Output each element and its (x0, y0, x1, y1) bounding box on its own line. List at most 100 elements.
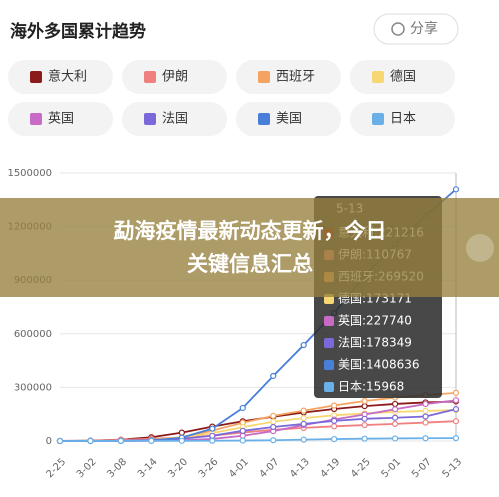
legend-label: 日本 (390, 112, 416, 127)
point (270, 372, 277, 380)
point (56, 437, 64, 445)
side-button[interactable] (466, 234, 494, 262)
banner-text: 关键信息汇总 (187, 252, 313, 276)
tooltip-swatch (324, 360, 334, 370)
legend-label: 法国 (162, 112, 188, 127)
point (209, 432, 216, 439)
legend-item[interactable] (236, 102, 341, 136)
series-line (59, 420, 457, 442)
legend-item[interactable] (350, 102, 455, 136)
x-tick-label: 4-25 (349, 456, 373, 480)
point (422, 407, 429, 415)
point (270, 423, 277, 431)
x-tick-label: 3-14 (136, 456, 160, 480)
x-tick-label: 5-01 (379, 456, 403, 480)
point (239, 437, 246, 444)
legend-item[interactable] (122, 60, 227, 94)
tooltip-item: 日本:15968 (338, 380, 404, 394)
x-tick-label: 3-08 (105, 456, 129, 480)
point (300, 420, 307, 428)
tooltip-item: 英国:227740 (338, 314, 412, 328)
y-tick-label: 300000 (14, 382, 52, 393)
share-icon (391, 22, 405, 36)
point (239, 404, 246, 412)
point (422, 435, 429, 442)
point (422, 413, 429, 420)
tooltip-item: 法国:178349 (338, 336, 412, 350)
point (300, 436, 307, 443)
point (331, 423, 338, 430)
legend-swatch (144, 71, 156, 83)
point (361, 397, 368, 405)
x-tick-label: 4-19 (319, 456, 343, 480)
x-tick-label: 4-07 (258, 456, 282, 480)
point (452, 418, 460, 425)
x-tick-label: 2-25 (44, 456, 68, 480)
point (422, 419, 429, 426)
legend-label: 伊朗 (162, 70, 188, 85)
legend-swatch (372, 113, 384, 125)
banner-text: 勐海疫情最新动态更新，今日 (114, 219, 387, 243)
point (178, 437, 185, 444)
point (117, 437, 125, 445)
point (391, 435, 399, 442)
point (300, 341, 307, 349)
legend-swatch (30, 71, 42, 83)
point (300, 415, 307, 422)
share-label: 分享 (410, 20, 438, 37)
legend-item[interactable] (8, 102, 113, 136)
point (331, 435, 338, 443)
point (331, 417, 338, 424)
point (452, 389, 460, 396)
title: 海外多国累计趋势 (10, 21, 146, 42)
tooltip-swatch (324, 382, 334, 392)
x-tick-label: 5-13 (440, 456, 464, 480)
point (361, 435, 368, 442)
point (270, 412, 277, 419)
share-button[interactable] (373, 13, 459, 45)
legend-item[interactable] (350, 60, 455, 94)
point (391, 406, 399, 413)
legend-label: 西班牙 (276, 70, 315, 85)
legend-swatch (30, 113, 42, 125)
point (452, 435, 460, 442)
point (391, 420, 399, 428)
legend-item[interactable] (236, 60, 341, 94)
banner (0, 198, 499, 297)
y-tick-label: 0 (46, 436, 52, 447)
point (209, 425, 216, 432)
legend-item[interactable] (122, 102, 227, 136)
tooltip-swatch (324, 316, 334, 326)
x-tick-label: 3-02 (75, 456, 99, 480)
point (148, 437, 155, 444)
point (361, 421, 368, 429)
y-tick-label: 600000 (14, 329, 52, 340)
point (422, 400, 429, 408)
tooltip-swatch (324, 338, 334, 348)
tooltip-item: 美国:1408636 (338, 358, 420, 372)
point (209, 437, 216, 444)
point (87, 437, 94, 445)
point (239, 427, 246, 434)
series-line (59, 437, 457, 442)
x-tick-label: 5-07 (410, 456, 434, 480)
legend-item[interactable] (8, 60, 113, 94)
legend-swatch (372, 71, 384, 83)
x-tick-label: 4-01 (227, 456, 251, 480)
legend-swatch (258, 71, 270, 83)
point (391, 400, 399, 408)
x-tick-label: 3-20 (166, 456, 190, 480)
legend-swatch (144, 113, 156, 125)
point (331, 402, 338, 409)
legend-label: 英国 (48, 112, 74, 127)
point (452, 186, 460, 193)
point (452, 397, 460, 404)
legend-swatch (258, 113, 270, 125)
point (270, 437, 277, 444)
point (361, 415, 368, 422)
point (391, 414, 399, 421)
legend-label: 德国 (390, 70, 416, 85)
y-tick-label: 1500000 (7, 168, 52, 179)
point (452, 406, 460, 413)
legend-label: 美国 (276, 112, 302, 127)
